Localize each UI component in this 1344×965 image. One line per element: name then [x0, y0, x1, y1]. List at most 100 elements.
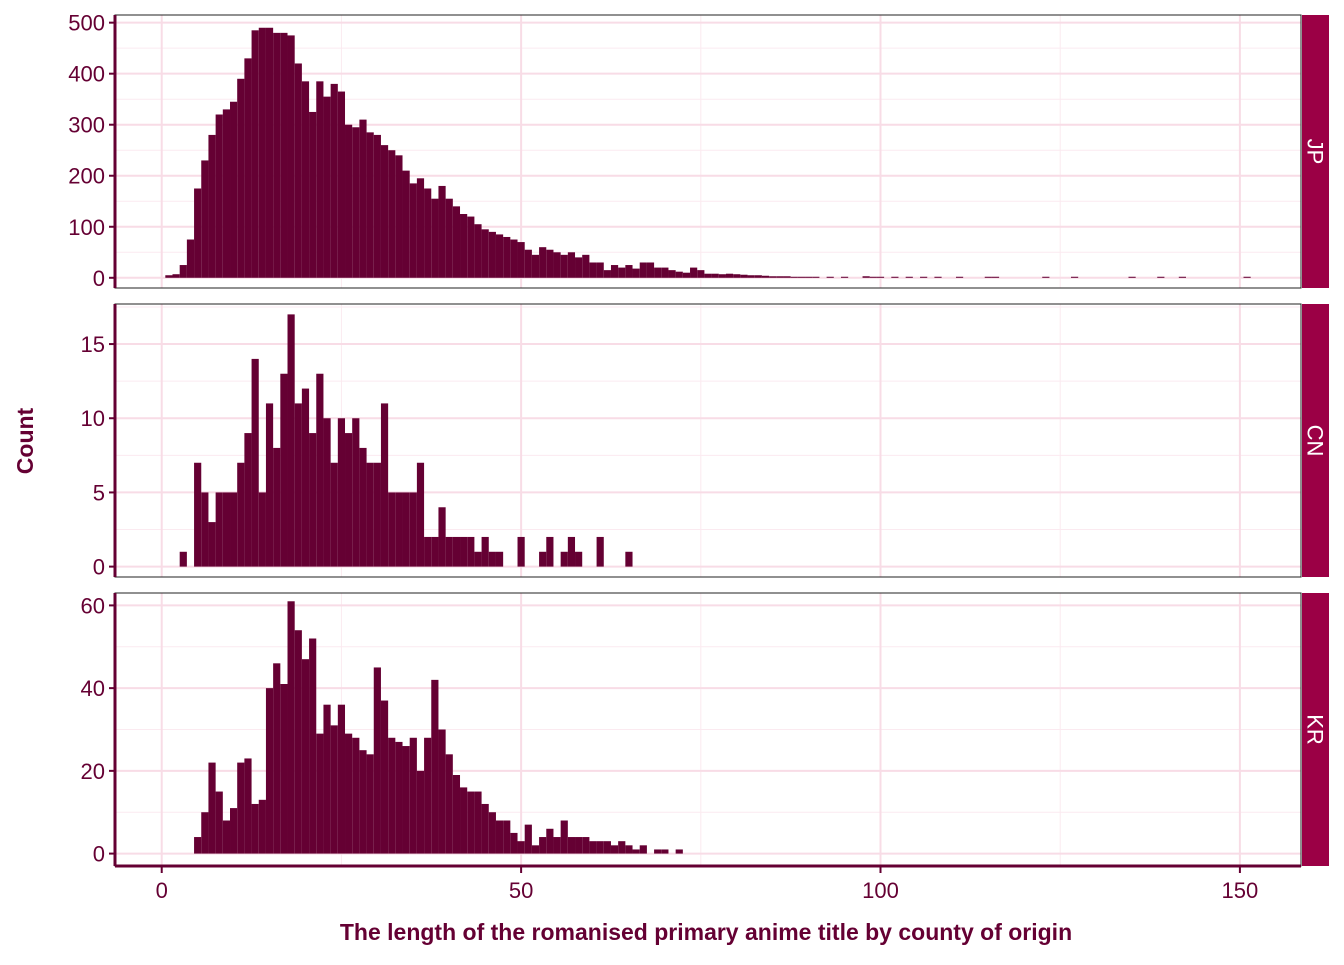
facet-panel-cn: 0 5 10 15 CN — [81, 303, 1329, 580]
histogram-bar — [596, 536, 604, 567]
histogram-bar — [812, 276, 820, 278]
histogram-bar — [395, 741, 403, 854]
y-tick-label: 400 — [68, 62, 105, 87]
histogram-bar — [301, 388, 310, 567]
histogram-bar — [366, 462, 374, 567]
histogram-bar — [265, 403, 274, 567]
histogram-bar — [395, 492, 403, 567]
histogram-bar — [201, 812, 209, 854]
histogram-bar — [517, 536, 525, 567]
histogram-bar — [567, 837, 576, 854]
histogram-bar — [934, 276, 942, 278]
histogram-bar — [567, 536, 576, 567]
histogram-bar — [244, 433, 252, 567]
x-tick-label: 50 — [509, 878, 533, 903]
histogram-bar — [539, 551, 547, 567]
histogram-bar — [330, 462, 338, 567]
histogram-bar — [258, 27, 266, 278]
histogram-bar — [273, 663, 281, 854]
histogram-bar — [373, 462, 381, 567]
histogram-bar — [1042, 276, 1050, 278]
histogram-bar — [582, 254, 590, 278]
histogram-bar — [603, 270, 611, 278]
histogram-bar — [323, 96, 331, 278]
histogram-bar — [575, 551, 583, 567]
histogram-bar — [539, 247, 547, 278]
histogram-bar — [790, 276, 798, 278]
histogram-bar — [495, 234, 504, 278]
histogram-bar — [805, 276, 813, 278]
histogram-bar — [697, 270, 705, 278]
histogram-bar — [733, 274, 741, 278]
histogram-bar — [639, 845, 647, 854]
y-tick-label: 0 — [93, 842, 105, 867]
histogram-bar — [531, 845, 540, 854]
histogram-bar — [244, 58, 252, 278]
y-tick-label: 0 — [93, 266, 105, 291]
histogram-bar — [654, 267, 662, 278]
histogram-bar — [575, 837, 583, 854]
histogram-bar — [654, 849, 662, 854]
histogram-bar — [388, 737, 396, 854]
y-tick-label: 0 — [93, 555, 105, 580]
histogram-bar — [287, 314, 295, 567]
histogram-bar — [438, 507, 446, 567]
histogram-bar — [373, 667, 381, 854]
histogram-bar — [380, 403, 389, 567]
histogram-bar — [316, 373, 324, 567]
histogram-bar — [388, 150, 396, 278]
facet-strip-label: JP — [1303, 139, 1328, 165]
histogram-bar — [345, 433, 353, 567]
histogram-bar — [215, 791, 223, 854]
histogram-bar — [258, 492, 266, 567]
histogram-bar — [431, 198, 439, 278]
histogram-bar — [754, 275, 762, 278]
histogram-bar — [359, 119, 367, 278]
histogram-bar — [905, 276, 913, 278]
histogram-bar — [495, 820, 504, 854]
histogram-bar — [610, 265, 619, 278]
histogram-bar — [474, 551, 482, 567]
histogram-bar — [481, 536, 489, 567]
histogram-bar — [467, 216, 475, 278]
histogram-bar — [222, 109, 231, 278]
histogram-bar — [826, 276, 834, 278]
histogram-bar — [711, 273, 719, 278]
histogram-bar — [208, 762, 216, 854]
histogram-bar — [531, 254, 540, 278]
histogram-bar — [517, 242, 525, 278]
histogram-bar — [273, 32, 281, 278]
histogram-bar — [330, 83, 338, 278]
histogram-bar — [639, 262, 647, 278]
histogram-bar — [675, 849, 683, 854]
y-tick-label: 40 — [81, 676, 105, 701]
histogram-bar — [424, 737, 432, 854]
histogram-bar — [345, 124, 353, 278]
histogram-bar — [725, 273, 734, 278]
histogram-bar — [776, 276, 784, 278]
histogram-bar — [467, 536, 475, 567]
y-tick-label: 500 — [68, 11, 105, 36]
histogram-bar — [524, 249, 532, 278]
histogram-bar — [265, 27, 274, 278]
histogram-bar — [309, 638, 317, 854]
histogram-bar — [488, 812, 496, 854]
histogram-bar — [179, 551, 187, 567]
histogram-bar — [445, 536, 453, 567]
histogram-bar — [625, 265, 633, 278]
histogram-bar — [416, 770, 425, 854]
histogram-bar — [682, 272, 691, 278]
x-tick-label: 150 — [1222, 878, 1259, 903]
histogram-bar — [395, 155, 403, 278]
histogram-bar — [740, 274, 748, 278]
histogram-bar — [596, 262, 604, 278]
histogram-bar — [373, 134, 381, 278]
histogram-bar — [251, 358, 259, 567]
histogram-bar — [380, 700, 389, 854]
facet-strip-label: KR — [1303, 714, 1328, 745]
facet-strip — [1302, 15, 1329, 288]
histogram-bar — [230, 101, 238, 278]
histogram-bar — [524, 824, 532, 854]
histogram-bar — [280, 32, 288, 278]
histogram-bar — [610, 845, 619, 854]
